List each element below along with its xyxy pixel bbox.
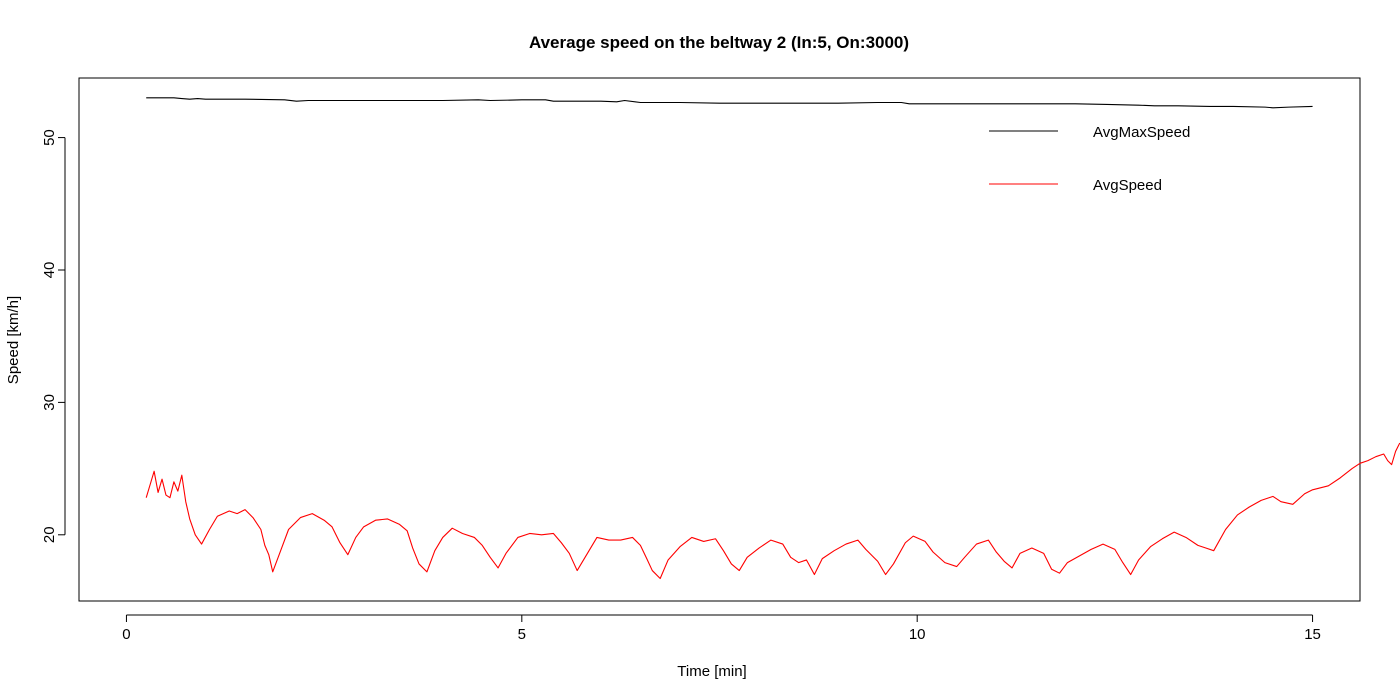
series-layer [145,97,1400,580]
legend: AvgMaxSpeed AvgSpeed [989,124,1190,194]
x-tick-label: 0 [122,626,130,643]
plot-frame [78,77,1361,602]
y-tick-label: 20 [41,526,58,543]
x-axis: 0 5 10 15 [122,614,1321,643]
series-line-avgmaxspeed [146,97,1313,109]
x-tick-label: 10 [909,626,926,643]
x-tick-label: 5 [518,626,526,643]
y-axis-label: Speed [km/h] [5,296,22,384]
y-tick-label: 30 [41,394,58,411]
y-tick-label: 40 [41,262,58,279]
legend-label-avgmaxspeed: AvgMaxSpeed [1093,124,1190,141]
chart-title: Average speed on the beltway 2 (In:5, On… [529,33,909,52]
series-line-avgspeed [145,442,1400,580]
y-axis: 20 30 40 50 [41,129,66,543]
y-tick-label: 50 [41,129,58,146]
x-axis-label: Time [min] [677,663,746,680]
legend-label-avgspeed: AvgSpeed [1093,177,1162,194]
x-tick-label: 15 [1304,626,1321,643]
